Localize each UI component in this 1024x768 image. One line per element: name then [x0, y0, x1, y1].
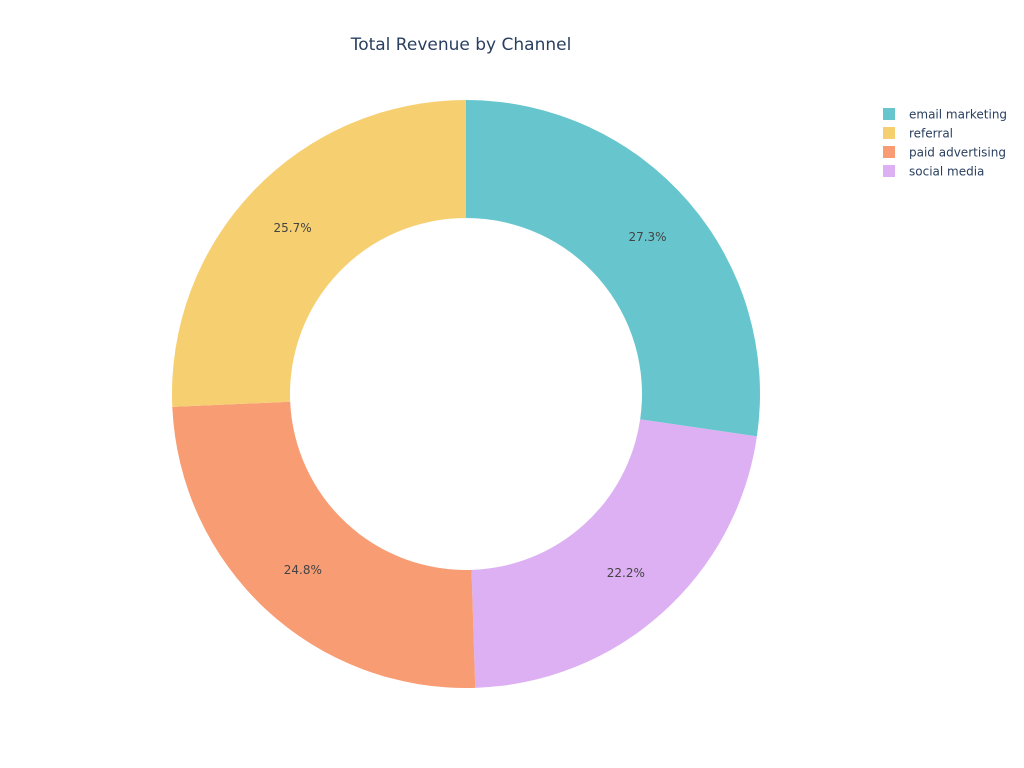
legend-swatch-paid-advertising [883, 146, 895, 158]
slice-labels-layer: 27.3% 22.2% 24.8% 25.7% [274, 221, 667, 580]
legend-label-social-media: social media [909, 165, 984, 179]
legend-swatch-email-marketing [883, 108, 895, 120]
legend-item-social-media[interactable]: social media [883, 165, 984, 179]
slice-paid-advertising[interactable] [172, 401, 476, 688]
legend[interactable]: email marketing referral paid advertising s… [883, 108, 1007, 179]
legend-item-paid-advertising[interactable]: paid advertising [883, 146, 1006, 160]
legend-label-paid-advertising: paid advertising [909, 146, 1006, 160]
legend-swatch-referral [883, 127, 895, 139]
slice-label-email-marketing: 27.3% [628, 230, 666, 244]
legend-label-email-marketing: email marketing [909, 108, 1007, 122]
legend-item-email-marketing[interactable]: email marketing [883, 108, 1007, 122]
slice-email-marketing[interactable] [466, 100, 760, 437]
legend-item-referral[interactable]: referral [883, 127, 953, 141]
slice-label-paid-advertising: 24.8% [284, 563, 322, 577]
slices-layer [172, 100, 760, 688]
slice-social-media[interactable] [471, 419, 757, 688]
slice-label-social-media: 22.2% [607, 566, 645, 580]
legend-label-referral: referral [909, 127, 953, 141]
slice-label-referral: 25.7% [274, 221, 312, 235]
legend-swatch-social-media [883, 165, 895, 177]
chart-title: Total Revenue by Channel [350, 35, 572, 55]
slice-referral[interactable] [172, 100, 466, 407]
